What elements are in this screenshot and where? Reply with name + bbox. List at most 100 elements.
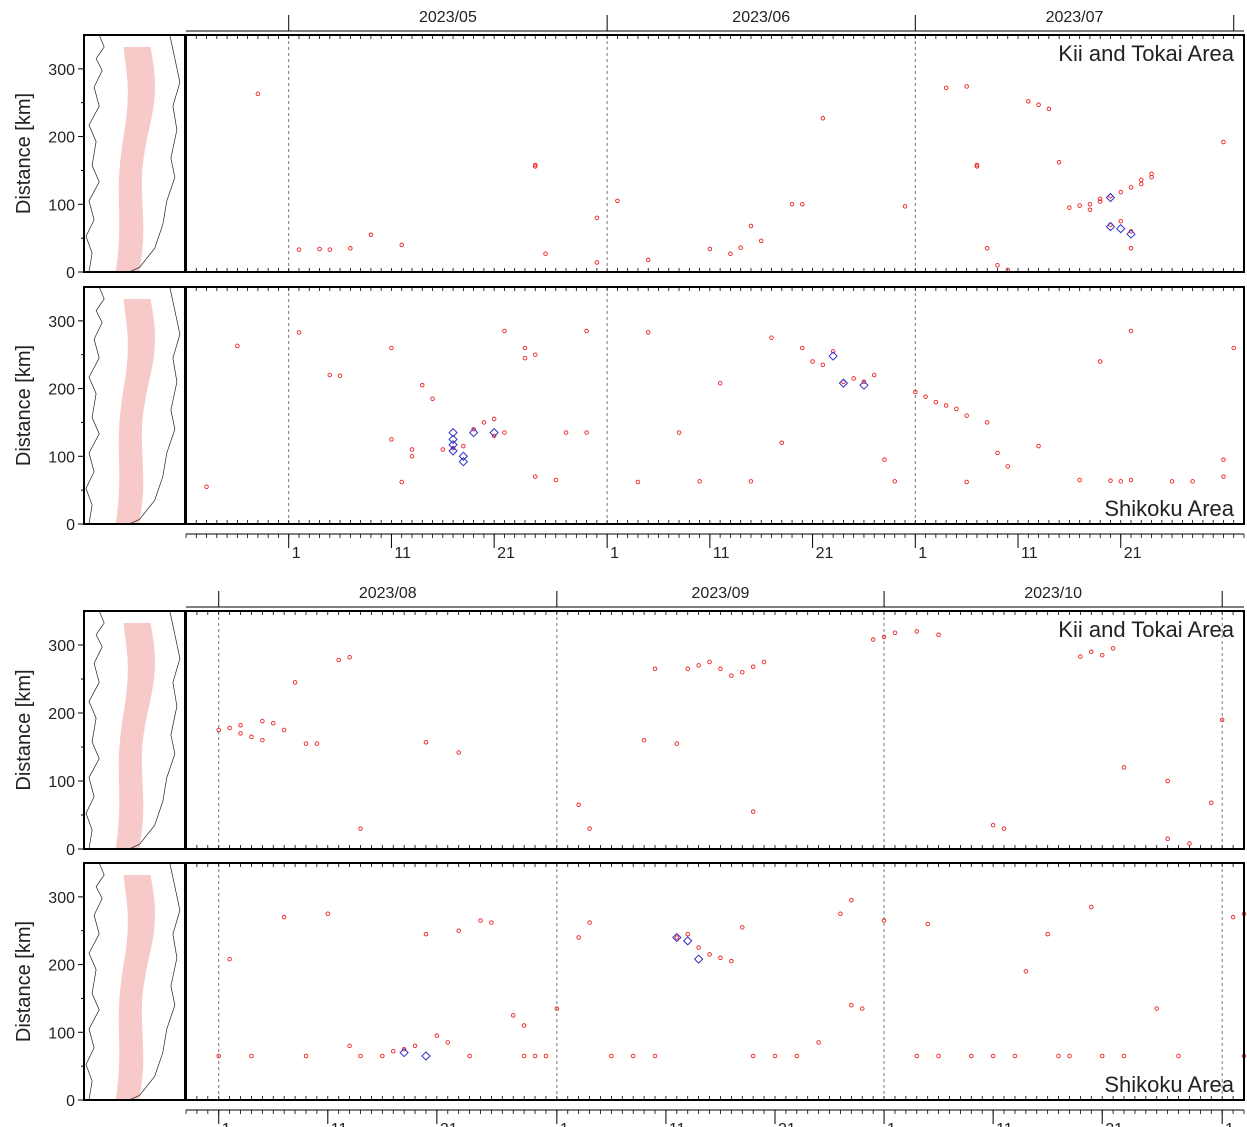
tremor-point xyxy=(990,1053,996,1059)
y-tick-label: 0 xyxy=(66,265,75,282)
tremor-point xyxy=(740,669,745,675)
tremor-point xyxy=(502,328,507,334)
day-tick-label: 11 xyxy=(394,545,411,562)
tremor-point xyxy=(881,918,887,923)
tremor-point xyxy=(409,454,415,459)
day-tick-label: 1 xyxy=(222,1121,231,1127)
tremor-point xyxy=(758,238,764,244)
vlfe-point xyxy=(458,451,469,461)
month-axis-top: 2023/05 2023/06 2023/07 xyxy=(186,9,1244,32)
vlfe-point xyxy=(1105,221,1116,232)
y-axis-label: Distance [km] xyxy=(13,345,35,466)
tremor-point xyxy=(389,345,394,351)
area-title: Kii and Tokai Area xyxy=(1058,617,1234,642)
tremor-point xyxy=(543,251,548,256)
map-frame xyxy=(83,34,186,273)
tremor-point xyxy=(696,663,701,668)
tremor-point xyxy=(420,382,425,388)
vlfe-series xyxy=(399,932,704,1061)
tremor-point xyxy=(563,430,569,435)
month-label: 2023/06 xyxy=(732,9,790,26)
tremor-point xyxy=(238,722,243,728)
tremor-point xyxy=(870,637,876,642)
month-label: 2023/09 xyxy=(692,585,750,602)
tremor-point xyxy=(249,1053,254,1059)
tremor-point xyxy=(296,330,302,335)
tremor-point xyxy=(882,457,887,462)
tremor-point xyxy=(1219,717,1225,723)
coastline-2 xyxy=(129,611,181,849)
tremor-point xyxy=(849,897,854,903)
tremor-point xyxy=(1187,841,1192,846)
tremor-point xyxy=(729,958,734,964)
tremor-point xyxy=(1221,474,1226,479)
panel-top-upper: 0 100 200 300 Distance [km] Kii and Tokai Are… xyxy=(13,34,1245,282)
tremor-point xyxy=(521,1023,527,1028)
tremor-point xyxy=(769,335,774,341)
tremor-point xyxy=(779,440,785,445)
coastline-1 xyxy=(85,35,105,272)
tremor-point xyxy=(964,413,969,418)
vlfe-point xyxy=(828,351,838,361)
tremor-point xyxy=(892,479,898,484)
tremor-point xyxy=(1097,359,1103,364)
tremor-point xyxy=(271,720,276,726)
tremor-point xyxy=(1005,464,1010,469)
tremor-point xyxy=(522,345,528,351)
map-frame xyxy=(83,286,186,525)
tremor-point xyxy=(1108,193,1113,199)
vlfe-point xyxy=(683,936,693,946)
panel-frame xyxy=(185,862,1245,1101)
tremor-point xyxy=(1139,177,1144,183)
vlfe-point xyxy=(672,932,682,943)
vlfe-point xyxy=(458,456,469,467)
tremor-point xyxy=(748,479,754,484)
tremor-point xyxy=(816,1040,821,1045)
tremor-point xyxy=(871,372,877,378)
tremor-point xyxy=(943,85,949,91)
tremor-point xyxy=(936,1053,941,1059)
tremor-point xyxy=(652,1053,658,1059)
tremor-point xyxy=(1209,800,1214,806)
tremor-point xyxy=(974,162,980,168)
tremor-point xyxy=(729,673,734,678)
vlfe-point xyxy=(838,378,849,388)
tremor-point xyxy=(337,373,343,378)
location-map-3 xyxy=(83,610,186,850)
y-tick-label: 0 xyxy=(66,842,75,859)
tremor-point xyxy=(1036,443,1041,449)
tremor-point xyxy=(347,1043,352,1049)
tremor-point xyxy=(1099,1053,1105,1059)
tremor-point xyxy=(532,162,538,168)
tremor-point xyxy=(327,372,333,378)
tremor-point xyxy=(467,1053,472,1059)
day-tick-label: 21 xyxy=(497,545,515,562)
day-tick-label: 21 xyxy=(1105,1121,1123,1127)
tremor-series xyxy=(204,328,1236,490)
day-axis-top: 1 11 21 1 11 21 1 11 21 xyxy=(185,533,1245,562)
panel-frame xyxy=(185,34,1245,273)
y-axis-label: Distance [km] xyxy=(13,669,35,790)
vlfe-point xyxy=(448,446,458,456)
panel-frame xyxy=(185,610,1245,850)
tremor-point xyxy=(303,1053,309,1059)
y-tick-label: 300 xyxy=(48,314,75,331)
y-tick-label: 100 xyxy=(48,449,75,466)
month-axis-bottom: 2023/08 2023/09 2023/10 xyxy=(186,585,1244,608)
tremor-zone-map-band xyxy=(115,875,155,1100)
tremor-point xyxy=(810,359,815,364)
tremor-point xyxy=(630,1053,636,1059)
day-tick-label: 1 xyxy=(610,545,619,562)
vlfe-point xyxy=(859,380,869,390)
tremor-point xyxy=(481,420,487,425)
tremor-point xyxy=(984,420,990,425)
y-tick-label: 100 xyxy=(48,197,75,214)
tremor-point xyxy=(423,739,429,745)
day-tick-label: 1 xyxy=(918,545,927,562)
tremor-point xyxy=(216,1053,221,1059)
coastline-1 xyxy=(85,611,105,849)
tremor-point xyxy=(260,718,265,724)
tremor-point xyxy=(1176,1053,1181,1059)
y-tick-label: 200 xyxy=(48,958,75,975)
tremor-point xyxy=(1045,931,1050,937)
